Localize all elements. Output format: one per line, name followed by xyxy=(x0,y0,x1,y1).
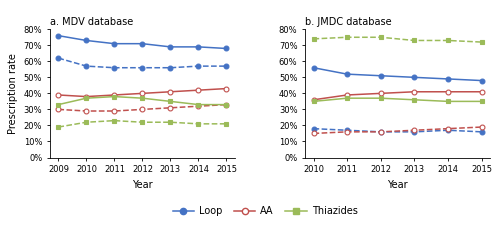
Legend: Loop, AA, Thiazides: Loop, AA, Thiazides xyxy=(168,202,362,220)
X-axis label: Year: Year xyxy=(132,180,152,190)
X-axis label: Year: Year xyxy=(388,180,408,190)
Text: b. JMDC database: b. JMDC database xyxy=(305,17,392,27)
Text: a. MDV database: a. MDV database xyxy=(50,17,133,27)
Y-axis label: Prescription rate: Prescription rate xyxy=(8,53,18,134)
